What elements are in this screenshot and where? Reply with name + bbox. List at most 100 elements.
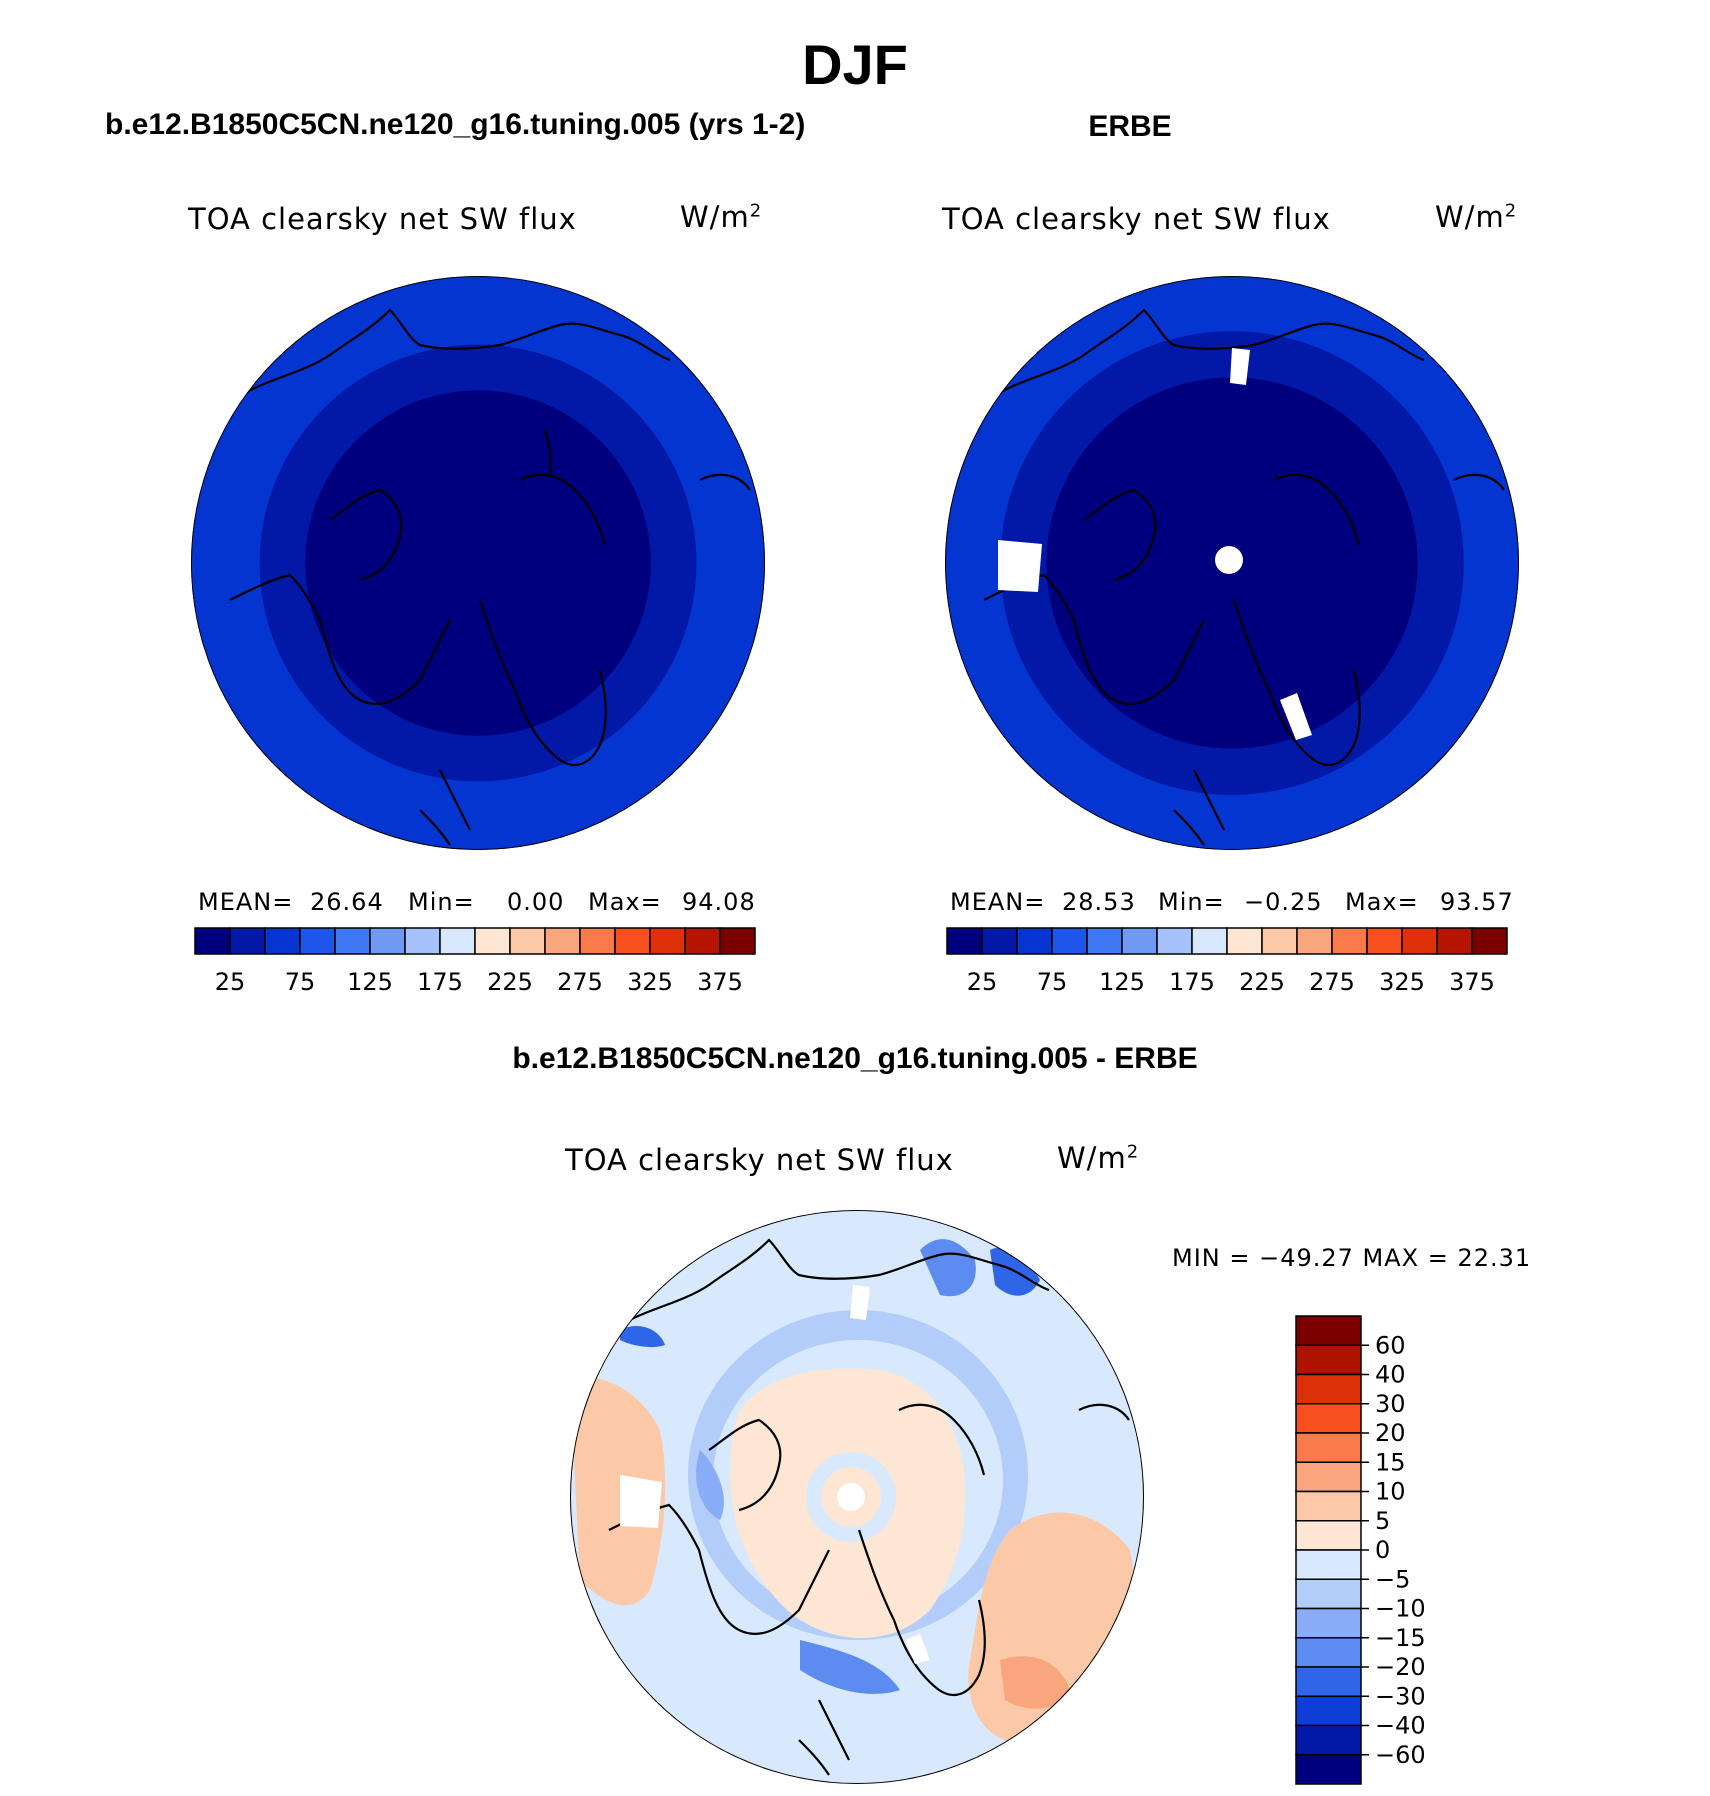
colorbar-swatch <box>1331 927 1368 955</box>
colorbar-tick-label: 225 <box>487 968 533 996</box>
panel1-units-label: W/m2 <box>680 200 763 234</box>
diff-panel-title: b.e12.B1850C5CN.ne120_g16.tuning.005 - E… <box>512 1042 1198 1075</box>
colorbar-swatch <box>1016 927 1053 955</box>
colorbar-swatch <box>544 927 581 955</box>
colorbar-swatch <box>299 927 336 955</box>
colorbar-tick-label: 30 <box>1375 1390 1406 1418</box>
colorbar-swatch <box>1401 927 1438 955</box>
colorbar-tick-label: 225 <box>1239 968 1285 996</box>
panel1-coastlines <box>229 308 751 846</box>
panel2-max-value: 93.57 <box>1440 888 1514 916</box>
colorbar-swatch <box>1295 1403 1362 1434</box>
colorbar-tick-label: 15 <box>1375 1448 1406 1476</box>
colorbar-tick-label: −10 <box>1375 1595 1426 1623</box>
colorbar-swatch <box>719 927 756 955</box>
panel1-min-value: 0.00 <box>507 888 565 916</box>
panel1-colorbar: 25 75 125 175 225 275 325 375 <box>194 927 756 996</box>
colorbar-tick-label: 25 <box>967 968 998 996</box>
colorbar-swatch <box>649 927 686 955</box>
panel2-variable-label: TOA clearsky net SW flux <box>942 202 1331 236</box>
panel1-max-value: 94.08 <box>682 888 756 916</box>
colorbar-tick-label: −60 <box>1375 1741 1426 1769</box>
colorbar-tick-label: 275 <box>1309 968 1355 996</box>
colorbar-swatch <box>264 927 301 955</box>
panel3-diff-fill <box>570 1239 1135 1746</box>
panel2-colorbar: 25 75 125 175 225 275 325 375 <box>946 927 1508 996</box>
panel1-max-label: Max= <box>588 888 662 916</box>
colorbar-swatch <box>194 927 231 955</box>
colorbar-tick-label: 375 <box>697 968 743 996</box>
colorbar-tick-label: 75 <box>1037 968 1068 996</box>
panel2-map <box>945 276 1519 850</box>
colorbar-tick-label: −40 <box>1375 1712 1426 1740</box>
colorbar-swatch <box>1156 927 1193 955</box>
colorbar-swatch <box>1296 927 1333 955</box>
colorbar-swatch <box>1295 1315 1362 1346</box>
colorbar-tick-label: 10 <box>1375 1478 1406 1506</box>
colorbar-swatch <box>1295 1637 1362 1668</box>
panel1-map <box>191 276 765 850</box>
colorbar-swatch <box>1295 1432 1362 1463</box>
colorbar-swatch <box>684 927 721 955</box>
colorbar-swatch <box>614 927 651 955</box>
panel1-flux-bands <box>191 276 765 850</box>
colorbar-swatch <box>229 927 266 955</box>
colorbar-tick-label: 60 <box>1375 1331 1406 1359</box>
colorbar-tick-label: 75 <box>285 968 316 996</box>
panel2-mean-label: MEAN= <box>950 888 1046 916</box>
colorbar-swatch <box>1295 1607 1362 1639</box>
panel1-variable-label: TOA clearsky net SW flux <box>188 202 577 236</box>
colorbar-swatch <box>1226 927 1263 955</box>
panel1-min-label: Min= <box>408 888 475 916</box>
colorbar-swatch <box>1295 1695 1362 1727</box>
colorbar-swatch <box>579 927 616 955</box>
right-panel-title: ERBE <box>1088 110 1172 143</box>
colorbar-tick-label: 325 <box>1379 968 1425 996</box>
colorbar-tick-label: 25 <box>215 968 246 996</box>
colorbar-swatch <box>1436 927 1473 955</box>
figure-title: DJF <box>802 33 908 96</box>
colorbar-tick-label: 125 <box>347 968 393 996</box>
colorbar-swatch <box>1086 927 1123 955</box>
colorbar-swatch <box>369 927 406 955</box>
colorbar-swatch <box>946 927 983 955</box>
panel2-missing-data <box>998 348 1312 740</box>
panel2-min-label: Min= <box>1158 888 1225 916</box>
panel2-mean-value: 28.53 <box>1062 888 1136 916</box>
colorbar-tick-label: −15 <box>1375 1624 1426 1652</box>
colorbar-swatch <box>1295 1724 1362 1756</box>
left-panel-title: b.e12.B1850C5CN.ne120_g16.tuning.005 (yr… <box>105 108 806 141</box>
panel3-minmax-text: MIN = −49.27 MAX = 22.31 <box>1172 1244 1532 1272</box>
panel3-variable-label: TOA clearsky net SW flux <box>565 1143 954 1177</box>
colorbar-swatch <box>1295 1549 1362 1580</box>
colorbar-tick-label: 325 <box>627 968 673 996</box>
colorbar-swatch <box>1295 1461 1362 1493</box>
colorbar-tick-label: 175 <box>1169 968 1215 996</box>
colorbar-swatch <box>1051 927 1088 955</box>
flux-band-2 <box>305 390 651 736</box>
panel3-missing-data <box>620 1285 930 1664</box>
panel3-map <box>570 1210 1144 1784</box>
colorbar-tick-label: 20 <box>1375 1419 1406 1447</box>
panel2-min-value: −0.25 <box>1244 888 1323 916</box>
colorbar-swatch <box>1295 1373 1362 1405</box>
colorbar-tick-label: 375 <box>1449 968 1495 996</box>
colorbar-swatch <box>404 927 441 955</box>
panel2-units-label: W/m2 <box>1435 200 1518 234</box>
colorbar-swatch <box>1121 927 1158 955</box>
colorbar-tick-label: −5 <box>1375 1565 1410 1593</box>
panel3-coastlines <box>608 1238 1130 1776</box>
colorbar-tick-label: −20 <box>1375 1653 1426 1681</box>
panel1-mean-value: 26.64 <box>310 888 384 916</box>
colorbar-swatch <box>1366 927 1403 955</box>
colorbar-swatch <box>439 927 476 955</box>
colorbar-tick-label: 175 <box>417 968 463 996</box>
colorbar-swatch <box>334 927 371 955</box>
colorbar-swatch <box>1471 927 1508 955</box>
colorbar-tick-label: 5 <box>1375 1507 1390 1535</box>
colorbar-tick-label: 0 <box>1375 1536 1390 1564</box>
colorbar-tick-label: 40 <box>1375 1361 1406 1389</box>
colorbar-tick-label: 275 <box>557 968 603 996</box>
